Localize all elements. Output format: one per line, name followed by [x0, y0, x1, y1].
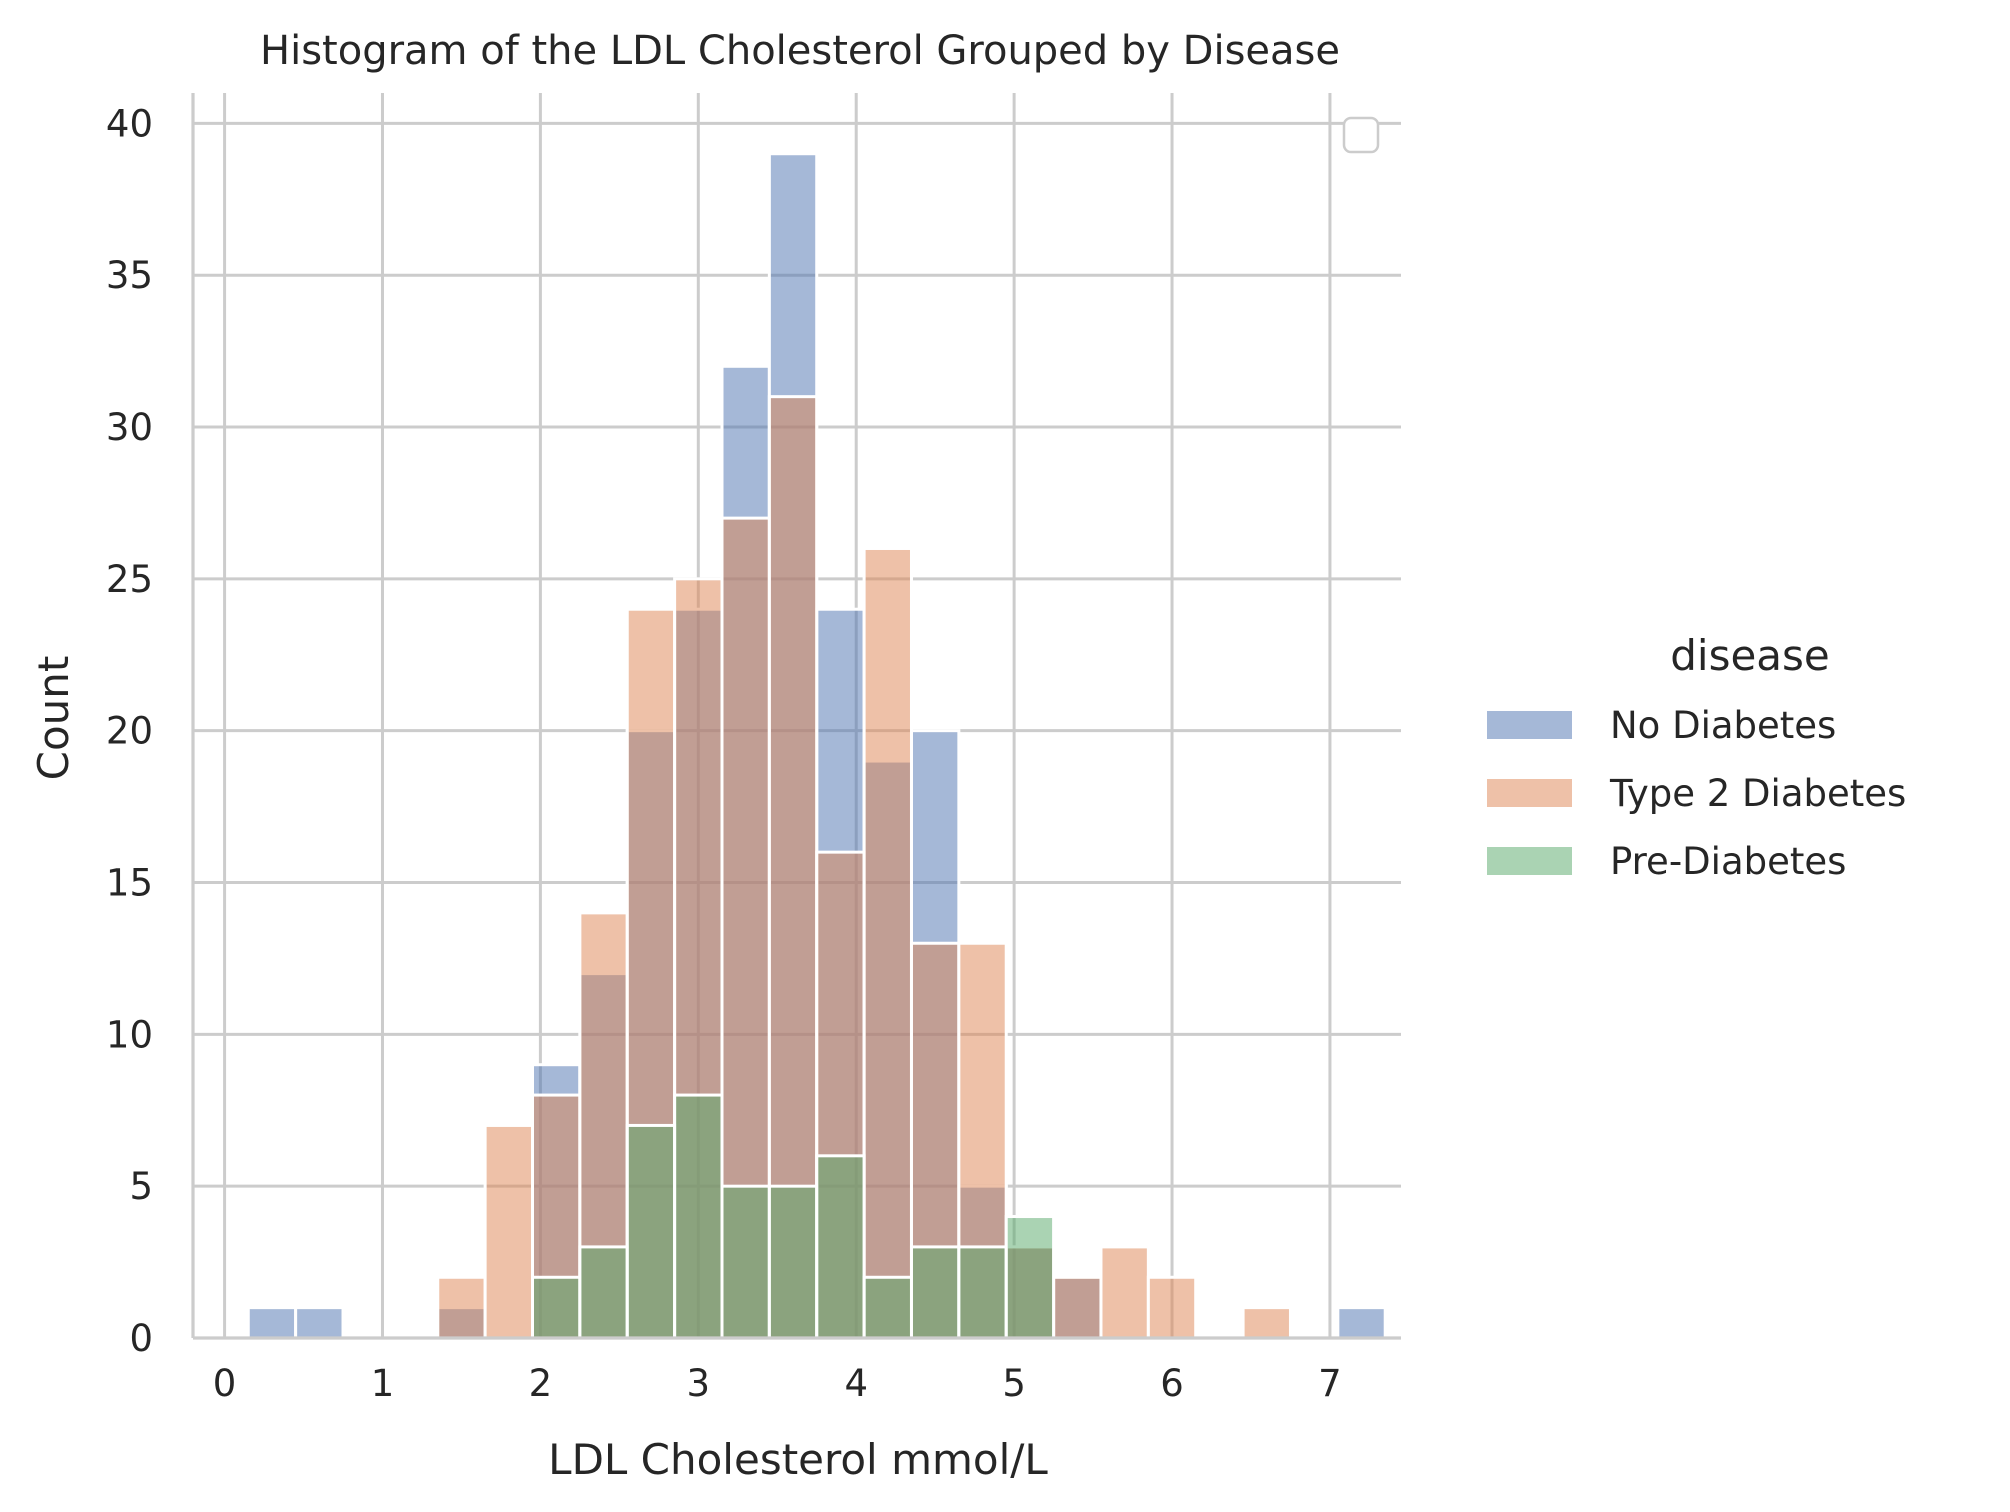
- bar: [767, 395, 819, 1340]
- bar: [531, 1275, 582, 1340]
- tick-labels: 0 1 2 3 4 5 6 7 0 5 10 15 20 25 30 35 40: [106, 102, 1342, 1405]
- bar: [767, 1184, 819, 1340]
- bar: [862, 1275, 913, 1340]
- legend-label: No Diabetes: [1610, 704, 1836, 747]
- bar: [909, 1245, 961, 1340]
- y-tick-label: 25: [106, 558, 153, 601]
- y-tick-label: 10: [106, 1013, 153, 1056]
- legend-label: Pre-Diabetes: [1610, 840, 1846, 883]
- x-tick-label: 7: [1318, 1362, 1342, 1405]
- chart-title: Histogram of the LDL Cholesterol Grouped…: [260, 28, 1340, 74]
- x-tick-label: 5: [1002, 1362, 1026, 1405]
- bar: [862, 546, 913, 1340]
- y-tick-label: 0: [129, 1317, 153, 1360]
- bar: [578, 1245, 629, 1340]
- x-axis-label: LDL Cholesterol mmol/L: [548, 1435, 1048, 1484]
- y-tick-label: 15: [106, 862, 153, 905]
- bar: [294, 1306, 345, 1340]
- y-axis-label: Count: [29, 656, 78, 781]
- x-tick-label: 1: [371, 1362, 395, 1405]
- histogram-bars: [246, 152, 1387, 1340]
- empty-legend-box: [1342, 116, 1380, 154]
- axis-spines: [191, 93, 1401, 1340]
- legend-swatch: [1485, 845, 1574, 877]
- bar: [1241, 1306, 1292, 1340]
- y-tick-label: 20: [106, 710, 153, 753]
- legend-title: disease: [1670, 631, 1830, 680]
- legend-swatch: [1485, 777, 1574, 809]
- x-tick-label: 2: [529, 1362, 553, 1405]
- bar: [720, 1184, 771, 1340]
- y-tick-label: 30: [106, 406, 153, 449]
- y-tick-label: 35: [106, 254, 153, 297]
- legend: disease No Diabetes Type 2 Diabetes Pre-Di…: [1485, 631, 1906, 883]
- bar: [673, 1093, 724, 1340]
- bar: [1052, 1275, 1103, 1340]
- bar: [1004, 1215, 1056, 1340]
- bar: [957, 1245, 1008, 1340]
- legend-label: Type 2 Diabetes: [1609, 772, 1906, 815]
- y-tick-label: 40: [106, 102, 153, 145]
- series-2: [531, 1093, 1056, 1340]
- x-tick-label: 3: [687, 1362, 711, 1405]
- bar: [625, 1123, 677, 1340]
- bar: [483, 1123, 535, 1340]
- legend-swatch: [1485, 709, 1574, 741]
- y-tick-label: 5: [129, 1165, 153, 1208]
- x-tick-label: 6: [1160, 1362, 1184, 1405]
- bar: [1146, 1275, 1198, 1340]
- bar: [815, 1154, 866, 1340]
- x-tick-label: 0: [213, 1362, 237, 1405]
- bar: [1099, 1245, 1150, 1340]
- bar: [436, 1275, 487, 1340]
- bar: [1336, 1306, 1387, 1340]
- x-tick-label: 4: [844, 1362, 868, 1405]
- bar: [246, 1306, 298, 1340]
